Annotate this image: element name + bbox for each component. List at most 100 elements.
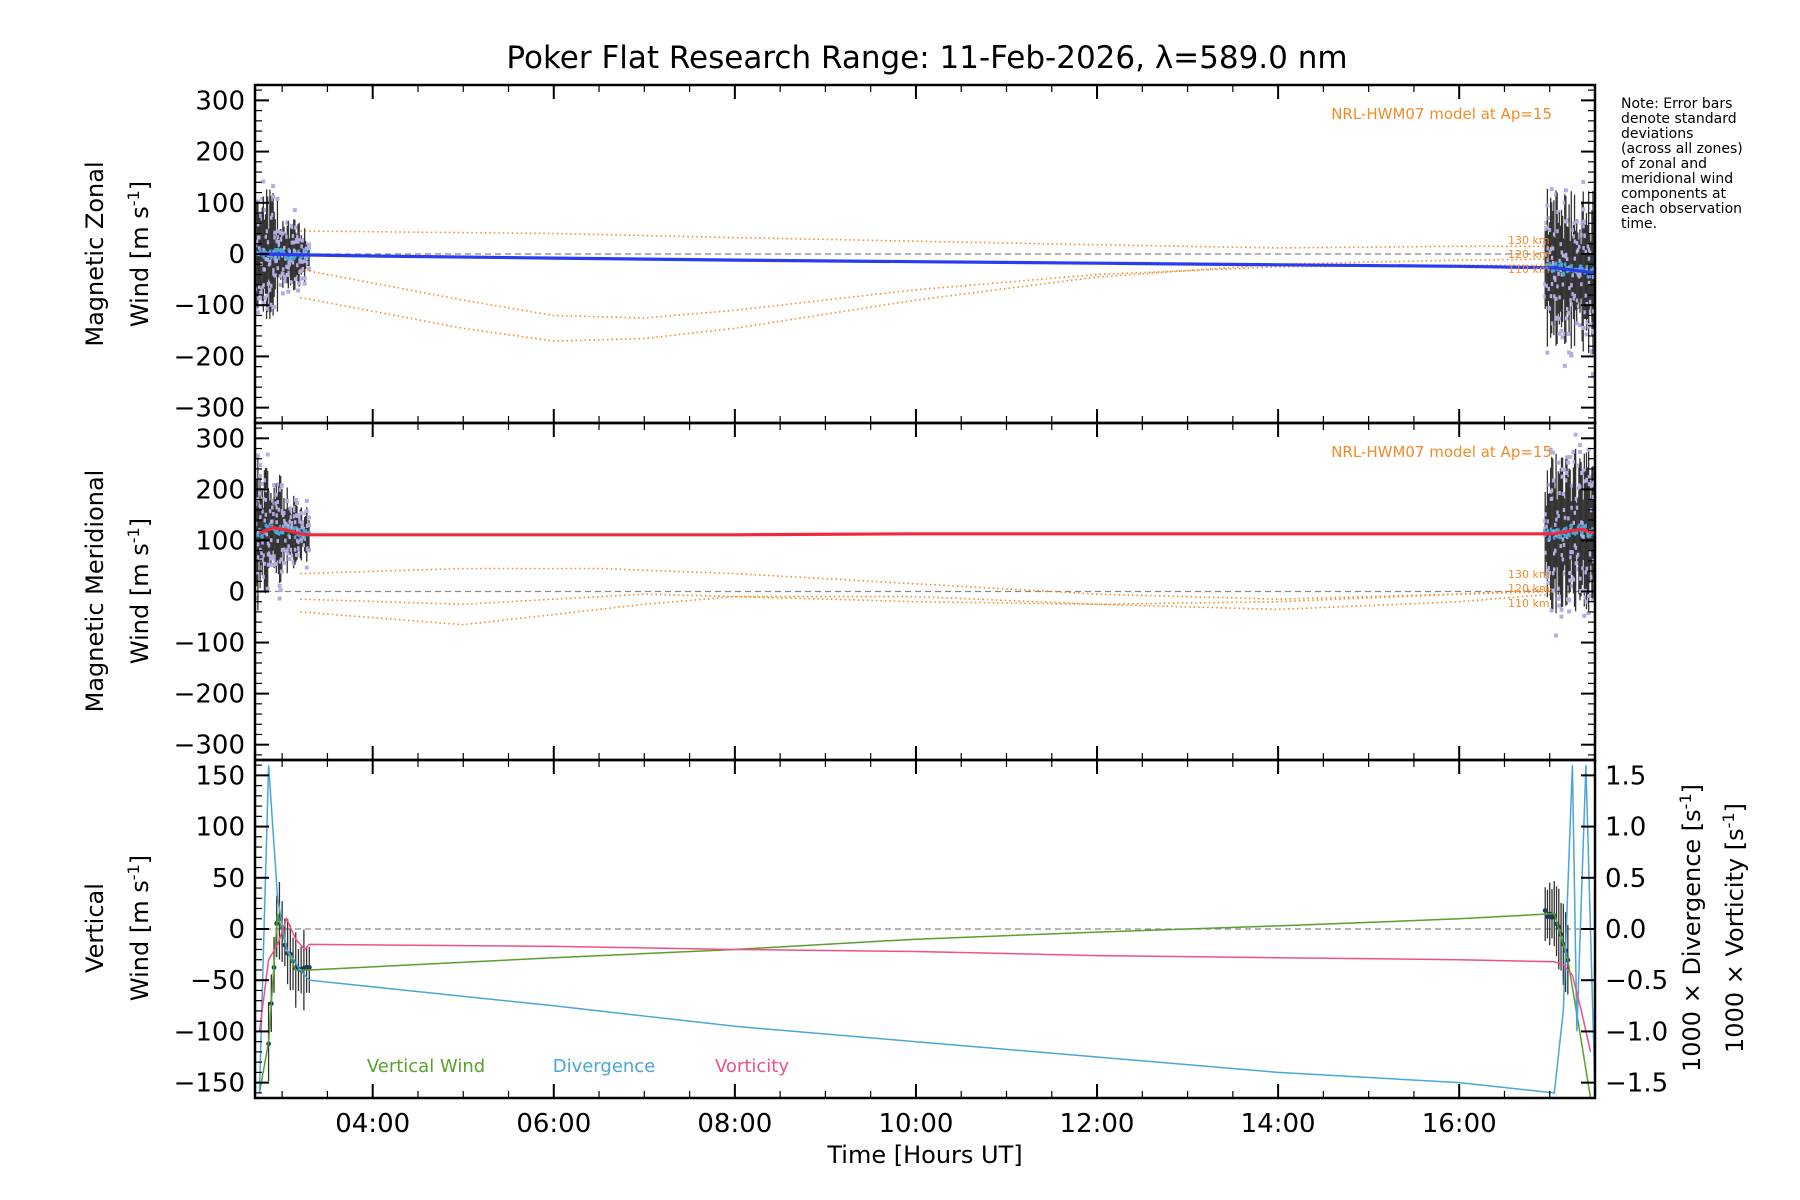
zonal-scatter-point — [299, 269, 304, 274]
meridional-scatter-point — [260, 551, 265, 556]
meridional-scatter-point — [1579, 576, 1584, 581]
meridional-ytick-label: −100 — [174, 629, 245, 659]
vorticity-line — [258, 916, 1592, 1053]
meridional-scatter-point — [1574, 545, 1579, 550]
zonal-ylabel-units-sup: -1 — [124, 190, 143, 206]
zonal-scatter-point — [305, 260, 310, 265]
meridional-scatter-point — [275, 520, 280, 525]
xtick-label: 06:00 — [516, 1109, 591, 1139]
zonal-scatter-point — [1580, 232, 1585, 237]
zonal-scatter-point — [272, 268, 277, 273]
meridional-scatter-point — [1550, 450, 1555, 455]
vertical-ytick-label: 150 — [195, 761, 245, 791]
meridional-scatter-point — [1577, 449, 1582, 454]
zonal-scatter-point — [289, 280, 294, 285]
meridional-alt-label-130: 130 km — [1508, 568, 1550, 581]
chart-title: Poker Flat Research Range: 11-Feb-2026, … — [506, 40, 1347, 76]
meridional-scatter-point — [1544, 512, 1549, 517]
meridional-scatter-point — [281, 513, 286, 518]
divergence-axis-label: 1000 × Divergence [s-1] — [1676, 784, 1706, 1072]
zonal-scatter-point — [297, 238, 302, 243]
meridional-scatter-point — [1575, 567, 1580, 572]
zonal-scatter-point — [1587, 280, 1592, 285]
zonal-scatter-point — [1577, 323, 1582, 328]
meridional-model-curve-130km — [300, 567, 1555, 601]
zonal-scatter-point — [1576, 247, 1581, 252]
meridional-scatter-point — [268, 563, 273, 568]
zonal-scatter-point — [303, 259, 308, 264]
right-ytick-label: −1.5 — [1605, 1069, 1668, 1099]
divergence-line — [258, 765, 1596, 1094]
divergence-axis-text: 1000 × Divergence [s — [1678, 809, 1706, 1072]
meridional-scatter-point — [1564, 478, 1569, 483]
meridional-scatter-point — [256, 530, 261, 535]
meridional-ylabel-line1: Magnetic Meridional — [81, 470, 109, 713]
zonal-scatter-point — [261, 301, 266, 306]
meridional-scatter-point — [1566, 460, 1571, 465]
meridional-scatter-point — [1568, 455, 1573, 460]
meridional-scatter-point — [1545, 573, 1550, 578]
meridional-scatter-point — [265, 586, 270, 591]
meridional-scatter-point — [255, 453, 260, 458]
zonal-scatter-point — [1580, 282, 1585, 287]
meridional-scatter-point — [1556, 596, 1561, 601]
xtick-label: 14:00 — [1241, 1109, 1316, 1139]
meridional-scatter-point — [1586, 611, 1591, 616]
zonal-scatter-point — [1572, 234, 1577, 239]
meridional-scatter-point — [290, 521, 295, 526]
meridional-scatter-point — [275, 505, 280, 510]
meridional-scatter-point — [293, 497, 298, 502]
xtick-label: 08:00 — [697, 1109, 772, 1139]
zonal-ytick-label: −100 — [174, 291, 245, 321]
meridional-scatter-point — [285, 498, 290, 503]
meridional-scatter-point — [1547, 482, 1552, 487]
legend-vorticity: Vorticity — [715, 1056, 789, 1077]
meridional-scatter-point — [279, 569, 284, 574]
meridional-scatter-point — [1572, 459, 1577, 464]
zonal-scatter-point — [1556, 284, 1561, 289]
zonal-scatter-point — [1581, 207, 1586, 212]
meridional-alt-label-120: 120 km — [1508, 582, 1550, 595]
zonal-scatter-point — [1582, 219, 1587, 224]
zonal-scatter-point — [1552, 232, 1557, 237]
meridional-scatter-point — [1557, 586, 1562, 591]
zonal-scatter-point — [255, 239, 260, 244]
meridional-model-label: NRL-HWM07 model at Ap=15 — [1331, 443, 1552, 461]
zonal-scatter-point — [255, 310, 260, 315]
meridional-scatter-point — [262, 496, 267, 501]
vertical-ylabel-wind: Wind — [126, 941, 154, 1001]
meridional-alt-label-110: 110 km — [1508, 597, 1550, 610]
zonal-scatter-point — [290, 225, 295, 230]
zonal-ytick-label: 100 — [195, 189, 245, 219]
zonal-scatter-point — [1546, 225, 1551, 230]
zonal-scatter-point — [281, 267, 286, 272]
zonal-scatter-point — [306, 267, 311, 272]
meridional-scatter-point — [261, 540, 266, 545]
zonal-scatter-point — [1549, 187, 1554, 192]
zonal-model-curve-120km — [300, 264, 1555, 319]
meridional-scatter-point — [292, 508, 297, 513]
zonal-scatter-point — [1591, 372, 1596, 377]
zonal-scatter-point — [290, 240, 295, 245]
meridional-scatter-point — [1585, 566, 1590, 571]
zonal-scatter-point — [258, 235, 263, 240]
meridional-scatter-point — [270, 554, 275, 559]
zonal-scatter-point — [301, 266, 306, 271]
zonal-scatter-point — [300, 244, 305, 249]
zonal-scatter-point — [288, 262, 293, 267]
meridional-scatter-point — [1563, 468, 1568, 473]
meridional-scatter-point — [1588, 550, 1593, 555]
vertical-ylabel-units: [m s — [126, 880, 154, 933]
x-axis-label: Time [Hours UT] — [826, 1141, 1022, 1169]
meridional-scatter-point — [265, 532, 270, 537]
meridional-scatter-point — [1555, 517, 1560, 522]
meridional-scatter-point — [1552, 567, 1557, 572]
zonal-scatter-point — [1567, 311, 1572, 316]
meridional-scatter-point — [278, 487, 283, 492]
zonal-scatter-point — [273, 235, 278, 240]
meridional-scatter-point — [1587, 593, 1592, 598]
meridional-scatter-point — [275, 513, 280, 518]
meridional-scatter-point — [1559, 614, 1564, 619]
zonal-scatter-point — [301, 259, 306, 264]
right-ytick-label: 1.5 — [1605, 761, 1646, 791]
